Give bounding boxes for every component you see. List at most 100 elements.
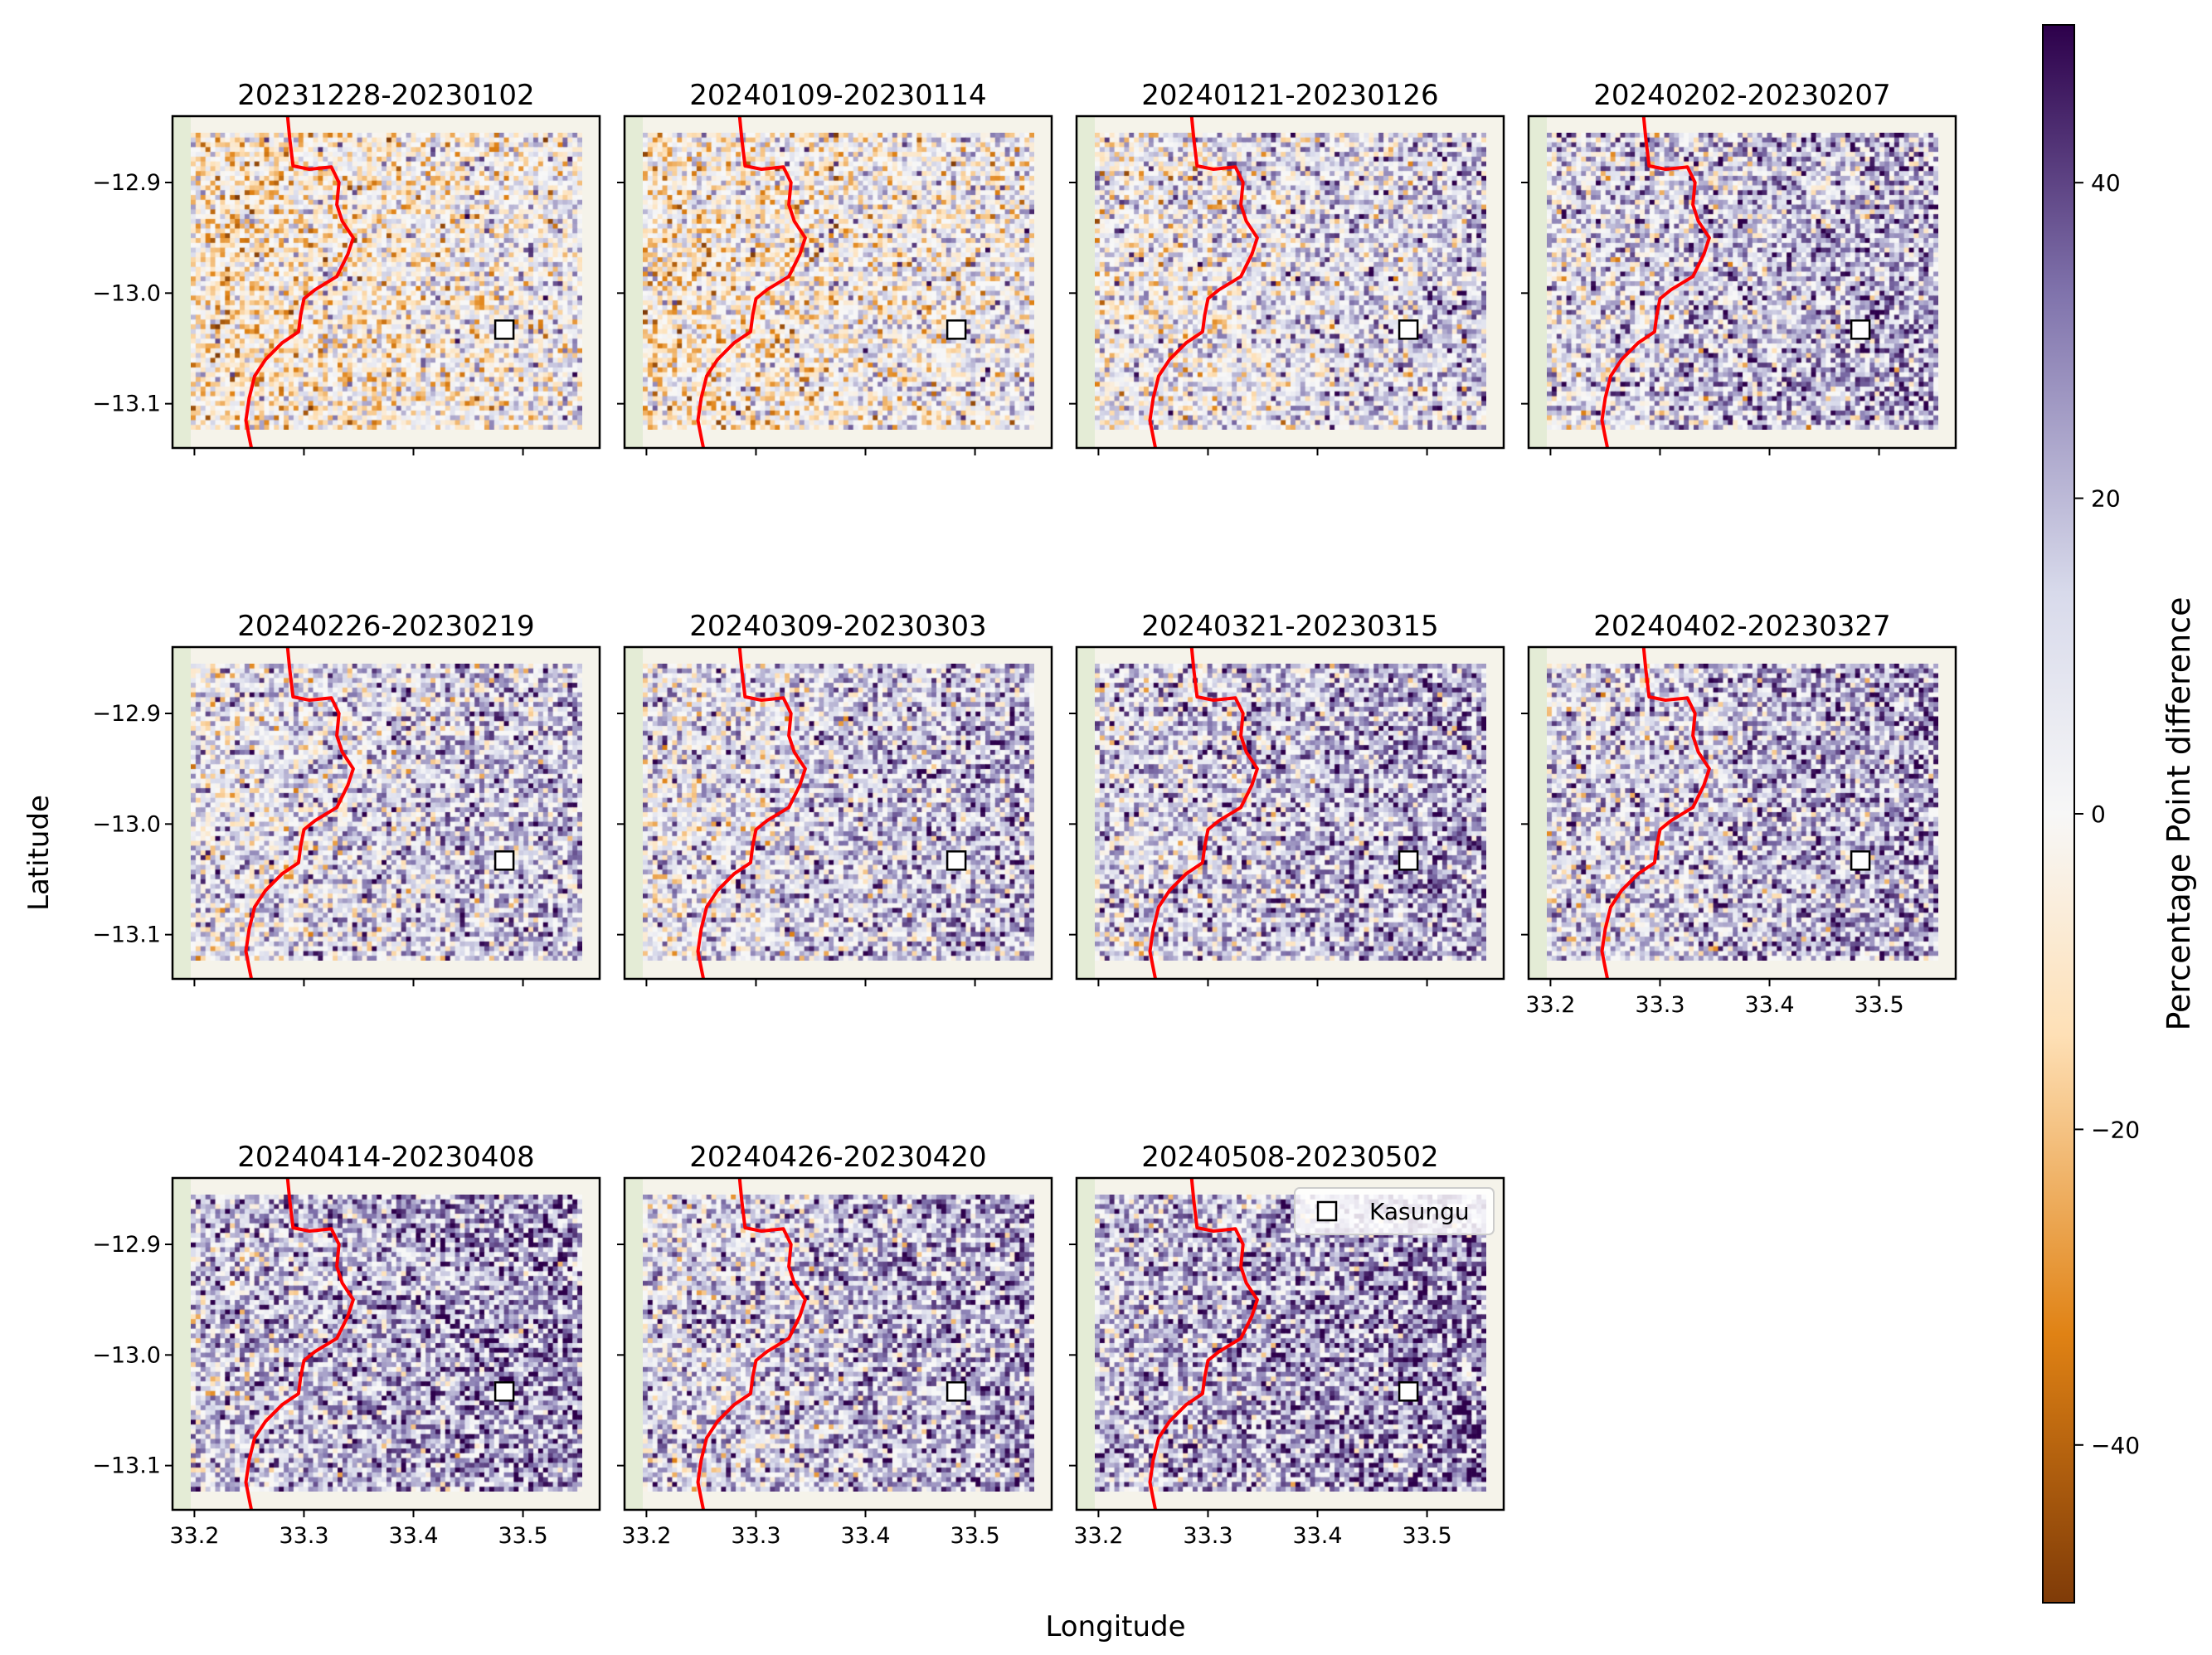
colorbar-tick-label: −20 (2091, 1116, 2140, 1143)
y-tick-label: −12.9 (92, 170, 161, 196)
basemap-green-strip (625, 1178, 643, 1510)
legend-box (1294, 1187, 1495, 1235)
x-tick-label: 33.4 (1744, 992, 1794, 1018)
boundary-line (244, 115, 355, 449)
panel: 20240309-20230303 (617, 610, 1053, 986)
panel-title: 20240414-20230408 (237, 1141, 534, 1174)
basemap-green-strip (625, 647, 643, 979)
y-tick-label: −13.0 (92, 1342, 161, 1368)
heatmap-cells (1095, 133, 1486, 430)
colorbar-ticks: 40 20 0 −20 −40 (2074, 169, 2140, 1459)
panel-frame (1527, 645, 1957, 981)
boundary-line (244, 646, 355, 980)
boundary-line (1148, 646, 1259, 980)
x-tick-label: 33.5 (950, 1523, 1000, 1549)
kasungu-marker (1850, 319, 1871, 340)
colorbar-gradient (2042, 24, 2075, 1604)
boundary-line (696, 646, 807, 980)
panel-title: 20240309-20230303 (689, 610, 986, 643)
panel-title: 20231228-20230102 (237, 79, 534, 112)
panel-title: 20240426-20230420 (689, 1141, 986, 1174)
panel-title: 20240402-20230327 (1593, 610, 1890, 643)
panel: 20240121-20230126 (1069, 79, 1505, 455)
panel: 20231228-20230102 −12.9 −13.0 −13.1 (92, 79, 601, 455)
heatmap-cells (643, 664, 1034, 961)
panel: 20240226-20230219 −12.9 −13.0 −13.1 (92, 610, 601, 986)
kasungu-marker (493, 850, 515, 871)
panel-title: 20240226-20230219 (237, 610, 534, 643)
y-tick-label: −12.9 (92, 1232, 161, 1258)
boundary-line (1600, 115, 1711, 449)
boundary-line (1148, 1177, 1259, 1511)
basemap-green-strip (173, 647, 191, 979)
panel-frame (171, 114, 601, 450)
kasungu-marker (946, 1381, 967, 1402)
boundary-line (1600, 646, 1711, 980)
heatmap-cells (191, 133, 582, 430)
basemap-green-strip (1529, 647, 1547, 979)
x-tick-label: 33.5 (1403, 1523, 1452, 1549)
basemap-green-strip (173, 116, 191, 448)
x-tick-label: 33.2 (621, 1523, 671, 1549)
panel-frame (1527, 114, 1957, 450)
basemap-green-strip (1077, 1178, 1095, 1510)
basemap-green-strip (1077, 647, 1095, 979)
boundary-line (1148, 115, 1259, 449)
heatmap-cells (1095, 1195, 1486, 1492)
colorbar: 40 20 0 −20 −40 Percentage Point difference (2042, 24, 2197, 1604)
legend-label: Kasungu (1369, 1198, 1470, 1225)
x-tick-label: 33.5 (1855, 992, 1904, 1018)
x-tick-label: 33.3 (279, 1523, 328, 1549)
panels-layer: 20231228-20230102 −12.9 −13.0 −13.1 20240109… (92, 79, 1957, 1549)
panel-title: 20240121-20230126 (1141, 79, 1438, 112)
panel: 20240402-20230327 33.2 33.3 33.4 33.5 (1521, 610, 1957, 1018)
panel-frame (1075, 114, 1505, 450)
panel-frame (623, 1176, 1053, 1511)
x-tick-label: 33.3 (1635, 992, 1685, 1018)
x-tick-label: 33.4 (1292, 1523, 1342, 1549)
x-tick-label: 33.2 (169, 1523, 219, 1549)
heatmap-cells (1547, 133, 1938, 430)
panel: 20240508-20230502 33.2 33.3 33.4 33.5 Kasungu (1069, 1141, 1505, 1549)
kasungu-marker (1398, 850, 1419, 871)
y-tick-label: −13.1 (92, 1453, 161, 1479)
panel-frame (1075, 1176, 1505, 1511)
colorbar-label: Percentage Point difference (2161, 596, 2197, 1030)
heatmap-cells (643, 133, 1034, 430)
boundary-line (244, 1177, 355, 1511)
panel: 20240202-20230207 (1521, 79, 1957, 455)
panel: 20240426-20230420 33.2 33.3 33.4 33.5 (617, 1141, 1053, 1549)
heatmap-cells (643, 1195, 1034, 1492)
colorbar-tick-label: 40 (2091, 169, 2121, 197)
legend-marker (1316, 1200, 1338, 1222)
panel-frame (623, 645, 1053, 981)
basemap-green-strip (1529, 116, 1547, 448)
colorbar-tick-label: −40 (2091, 1432, 2140, 1459)
panel: 20240321-20230315 (1069, 610, 1505, 986)
basemap-green-strip (173, 1178, 191, 1510)
x-tick-label: 33.4 (840, 1523, 890, 1549)
panel-title: 20240109-20230114 (689, 79, 986, 112)
x-tick-label: 33.2 (1073, 1523, 1123, 1549)
kasungu-marker (493, 1381, 515, 1402)
kasungu-marker (1850, 850, 1871, 871)
boundary-line (696, 1177, 807, 1511)
panel-frame (171, 1176, 601, 1511)
legend: Kasungu (1294, 1187, 1495, 1235)
y-axis-label: Latitude (22, 795, 56, 911)
panel-title: 20240321-20230315 (1141, 610, 1438, 643)
kasungu-marker (1398, 1381, 1419, 1402)
heatmap-cells (1547, 664, 1938, 961)
y-tick-label: −13.1 (92, 922, 161, 948)
boundary-line (696, 115, 807, 449)
y-tick-label: −13.0 (92, 811, 161, 837)
heatmap-cells (1095, 664, 1486, 961)
heatmap-cells (191, 664, 582, 961)
basemap-green-strip (625, 116, 643, 448)
heatmap-cells (191, 1195, 582, 1492)
kasungu-marker (493, 319, 515, 340)
kasungu-marker (1398, 319, 1419, 340)
x-tick-label: 33.3 (731, 1523, 780, 1549)
colorbar-tick-label: 0 (2091, 801, 2106, 828)
